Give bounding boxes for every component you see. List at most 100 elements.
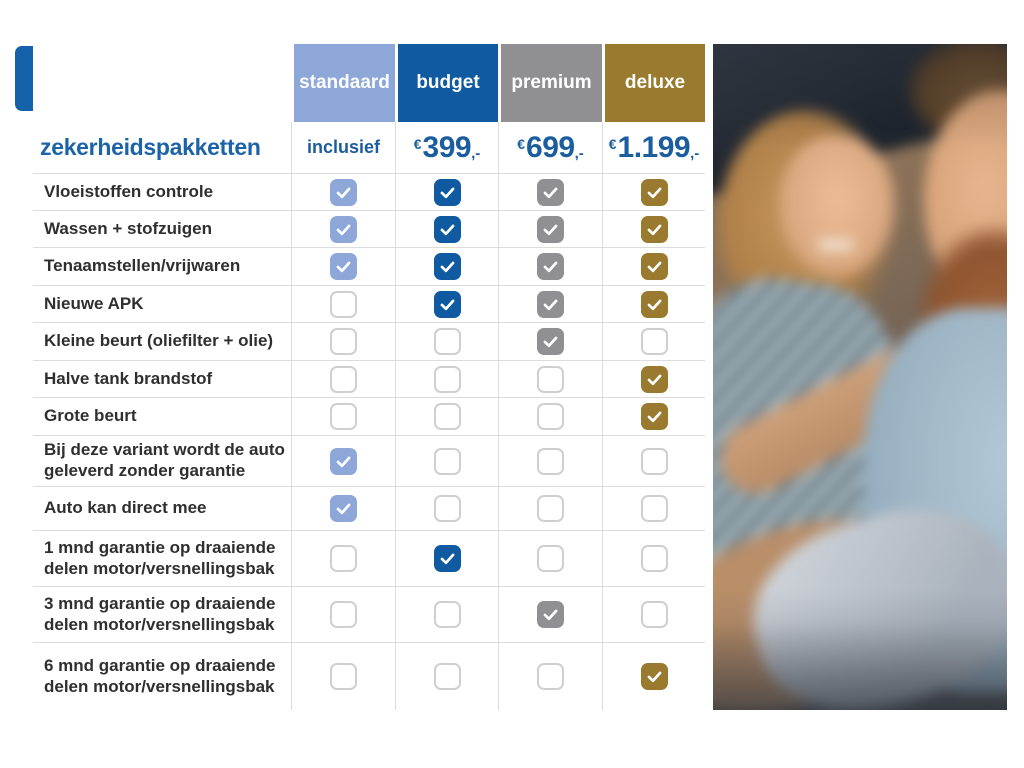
checkbox-checked-icon[interactable] bbox=[537, 178, 564, 206]
feature-cell-deluxe bbox=[602, 286, 705, 323]
photo-shape bbox=[777, 133, 897, 280]
checkbox-checked-icon[interactable] bbox=[640, 290, 668, 318]
checkbox-unchecked-icon[interactable] bbox=[330, 601, 357, 628]
feature-cell-budget bbox=[395, 531, 498, 587]
checkbox-checked-icon[interactable] bbox=[330, 178, 357, 206]
feature-cell-deluxe bbox=[602, 643, 705, 710]
checkbox-checked-icon[interactable] bbox=[640, 365, 668, 393]
checkbox-unchecked-icon[interactable] bbox=[330, 663, 357, 690]
feature-cell-deluxe bbox=[602, 398, 705, 436]
feature-cell-budget bbox=[395, 398, 498, 436]
feature-cell-premium bbox=[498, 248, 602, 286]
photo-shape bbox=[817, 239, 855, 251]
check-icon bbox=[647, 261, 661, 273]
checkbox-unchecked-icon[interactable] bbox=[537, 403, 564, 430]
price-suffix: ,- bbox=[471, 144, 481, 162]
feature-cell-premium bbox=[498, 487, 602, 531]
column-header-deluxe: deluxe bbox=[602, 44, 705, 122]
feature-label: Wassen + stofzuigen bbox=[33, 211, 291, 248]
feature-cell-budget bbox=[395, 487, 498, 531]
checkbox-checked-icon[interactable] bbox=[537, 328, 564, 355]
feature-cell-deluxe bbox=[602, 361, 705, 398]
price-premium: € 699 ,- bbox=[498, 122, 602, 174]
checkbox-checked-icon[interactable] bbox=[330, 215, 357, 243]
checkbox-unchecked-icon[interactable] bbox=[640, 601, 668, 628]
checkbox-unchecked-icon[interactable] bbox=[433, 495, 461, 522]
checkbox-unchecked-icon[interactable] bbox=[330, 290, 357, 318]
feature-cell-deluxe bbox=[602, 323, 705, 361]
checkbox-checked-icon[interactable] bbox=[537, 601, 564, 628]
check-icon bbox=[440, 299, 454, 310]
checkbox-unchecked-icon[interactable] bbox=[640, 545, 668, 572]
feature-cell-premium bbox=[498, 436, 602, 487]
package-table: standaard budget premium deluxe zekerhei… bbox=[33, 44, 705, 710]
feature-label: Halve tank brandstof bbox=[33, 361, 291, 398]
feature-cell-budget bbox=[395, 286, 498, 323]
checkbox-unchecked-icon[interactable] bbox=[433, 403, 461, 430]
check-icon bbox=[336, 224, 351, 235]
feature-cell-standaard bbox=[291, 487, 395, 531]
check-icon bbox=[543, 336, 558, 348]
checkbox-unchecked-icon[interactable] bbox=[537, 365, 564, 393]
feature-label: Bij deze variant wordt de auto geleverd … bbox=[33, 436, 291, 487]
photo-paint-layer bbox=[713, 44, 1007, 710]
check-icon bbox=[647, 671, 661, 683]
checkbox-unchecked-icon[interactable] bbox=[640, 328, 668, 355]
checkbox-checked-icon[interactable] bbox=[433, 215, 461, 243]
euro-sign: € bbox=[413, 135, 422, 152]
feature-cell-standaard bbox=[291, 531, 395, 587]
checkbox-unchecked-icon[interactable] bbox=[330, 328, 357, 355]
checkbox-checked-icon[interactable] bbox=[330, 447, 357, 475]
feature-cell-deluxe bbox=[602, 211, 705, 248]
price-value: € 399 ,- bbox=[413, 132, 481, 163]
checkbox-unchecked-icon[interactable] bbox=[433, 328, 461, 355]
checkbox-unchecked-icon[interactable] bbox=[330, 545, 357, 572]
checkbox-unchecked-icon[interactable] bbox=[433, 601, 461, 628]
checkbox-unchecked-icon[interactable] bbox=[537, 663, 564, 690]
feature-cell-premium bbox=[498, 211, 602, 248]
column-header-budget: budget bbox=[395, 44, 498, 122]
feature-label: Grote beurt bbox=[33, 398, 291, 436]
checkbox-checked-icon[interactable] bbox=[433, 178, 461, 206]
feature-cell-premium bbox=[498, 643, 602, 710]
checkbox-unchecked-icon[interactable] bbox=[330, 403, 357, 430]
feature-cell-premium bbox=[498, 361, 602, 398]
checkbox-checked-icon[interactable] bbox=[640, 403, 668, 430]
checkbox-unchecked-icon[interactable] bbox=[433, 447, 461, 475]
checkbox-checked-icon[interactable] bbox=[640, 663, 668, 690]
feature-cell-budget bbox=[395, 361, 498, 398]
check-icon bbox=[440, 224, 454, 235]
check-icon bbox=[543, 609, 558, 621]
checkbox-checked-icon[interactable] bbox=[640, 178, 668, 206]
check-icon bbox=[647, 299, 661, 310]
checkbox-unchecked-icon[interactable] bbox=[537, 447, 564, 475]
checkbox-checked-icon[interactable] bbox=[537, 290, 564, 318]
checkbox-checked-icon[interactable] bbox=[330, 253, 357, 280]
checkbox-checked-icon[interactable] bbox=[640, 253, 668, 280]
checkbox-checked-icon[interactable] bbox=[537, 253, 564, 280]
feature-cell-standaard bbox=[291, 436, 395, 487]
checkbox-checked-icon[interactable] bbox=[640, 215, 668, 243]
checkbox-unchecked-icon[interactable] bbox=[433, 663, 461, 690]
checkbox-checked-icon[interactable] bbox=[537, 215, 564, 243]
checkbox-unchecked-icon[interactable] bbox=[537, 495, 564, 522]
checkbox-unchecked-icon[interactable] bbox=[640, 447, 668, 475]
feature-cell-standaard bbox=[291, 211, 395, 248]
feature-cell-premium bbox=[498, 531, 602, 587]
checkbox-checked-icon[interactable] bbox=[433, 290, 461, 318]
checkbox-unchecked-icon[interactable] bbox=[433, 365, 461, 393]
feature-cell-premium bbox=[498, 174, 602, 211]
checkbox-unchecked-icon[interactable] bbox=[640, 495, 668, 522]
feature-cell-budget bbox=[395, 174, 498, 211]
checkbox-checked-icon[interactable] bbox=[433, 253, 461, 280]
price-suffix: ,- bbox=[690, 144, 700, 162]
feature-cell-standaard bbox=[291, 587, 395, 643]
feature-cell-budget bbox=[395, 323, 498, 361]
feature-cell-deluxe bbox=[602, 587, 705, 643]
feature-cell-deluxe bbox=[602, 531, 705, 587]
checkbox-checked-icon[interactable] bbox=[330, 495, 357, 522]
euro-sign: € bbox=[517, 135, 526, 152]
checkbox-unchecked-icon[interactable] bbox=[537, 545, 564, 572]
checkbox-unchecked-icon[interactable] bbox=[330, 365, 357, 393]
checkbox-checked-icon[interactable] bbox=[433, 545, 461, 572]
